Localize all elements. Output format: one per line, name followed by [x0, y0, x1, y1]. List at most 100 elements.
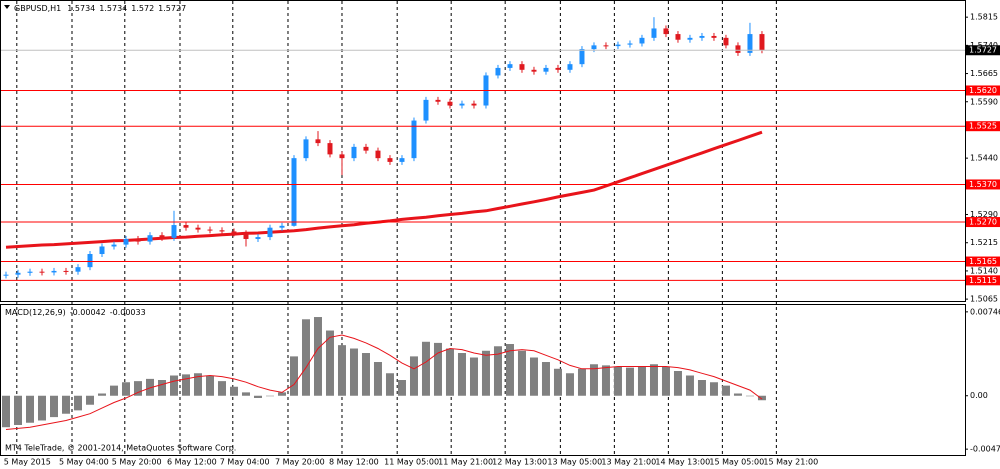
- candle-body: [219, 230, 225, 232]
- macd-bar: [565, 373, 574, 396]
- candle-body: [627, 43, 633, 45]
- macd-value: -0.00042: [70, 308, 106, 317]
- macd-bar: [1, 395, 10, 428]
- macd-bar: [709, 382, 718, 396]
- macd-frame: [0, 304, 966, 456]
- level-label: 1.5620: [969, 86, 997, 95]
- candle-body: [159, 235, 165, 238]
- candle-body: [267, 227, 273, 238]
- y-tick-label: 1.5815: [970, 13, 998, 22]
- y-tick-label: 1.5665: [970, 69, 998, 78]
- level-label-box: [966, 217, 1000, 228]
- y-tick-label: 1.5215: [970, 238, 998, 247]
- candle-body: [519, 64, 525, 70]
- macd-bar: [49, 395, 58, 418]
- macd-bar: [457, 353, 466, 396]
- candle-body: [339, 154, 345, 159]
- y-tick-label: 1.5065: [970, 295, 998, 304]
- macd-bar: [253, 395, 262, 398]
- x-tick-label: 5 May 2015: [4, 458, 51, 467]
- candle-body: [555, 67, 561, 70]
- candle-body: [75, 267, 81, 272]
- x-tick-label: 12 May 13:00: [492, 458, 547, 467]
- macd-bar: [97, 393, 106, 396]
- y-tick-label: -0.00475: [970, 445, 1000, 454]
- macd-bar: [205, 375, 214, 396]
- macd-bar: [181, 374, 190, 396]
- macd-bar: [349, 348, 358, 396]
- macd-bar: [169, 375, 178, 396]
- candle-body: [759, 34, 765, 51]
- macd-bar: [553, 368, 562, 396]
- candle-body: [363, 146, 369, 151]
- x-tick-label: 11 May 21:00: [438, 458, 493, 467]
- current-price-label: 1.5727: [969, 46, 997, 55]
- macd-bar: [313, 317, 322, 396]
- quote-high: 1.5734: [99, 4, 127, 13]
- candle-body: [27, 271, 33, 273]
- candle-body: [411, 120, 417, 159]
- candle-body: [183, 225, 189, 228]
- candle-body: [471, 103, 477, 106]
- macd-name: MACD(12,26,9): [5, 308, 66, 317]
- candle-body: [327, 143, 333, 155]
- macd-bar: [505, 344, 514, 396]
- x-tick-label: 14 May 13:00: [655, 458, 710, 467]
- macd-bar: [649, 364, 658, 396]
- candle-body: [171, 225, 177, 238]
- menu-arrow: [4, 5, 10, 9]
- candle-body: [87, 254, 93, 268]
- candle-body: [687, 37, 693, 40]
- level-label: 1.5370: [969, 180, 997, 189]
- macd-bar: [481, 350, 490, 396]
- candle-body: [459, 103, 465, 106]
- y-tick-label: 1.5140: [970, 266, 998, 275]
- macd-bar: [25, 395, 34, 423]
- level-label-box: [966, 256, 1000, 267]
- candle-body: [639, 37, 645, 44]
- level-label-box: [966, 85, 1000, 96]
- macd-bar: [73, 395, 82, 411]
- candle-body: [531, 69, 537, 72]
- macd-bar: [697, 380, 706, 396]
- macd-bar: [421, 341, 430, 396]
- macd-bar: [673, 371, 682, 396]
- level-label-box: [966, 179, 1000, 190]
- candle-body: [399, 158, 405, 162]
- macd-bar: [193, 373, 202, 396]
- macd-bar: [493, 346, 502, 396]
- x-tick-label: 8 May 12:00: [329, 458, 379, 467]
- macd-bar: [289, 356, 298, 396]
- y-tick-label: 1.5290: [970, 210, 998, 219]
- macd-bar: [397, 380, 406, 396]
- level-label: 1.5165: [969, 257, 997, 266]
- candle-body: [195, 227, 201, 230]
- candle-body: [447, 101, 453, 106]
- candle-body: [147, 235, 153, 242]
- macd-bar: [409, 356, 418, 396]
- candle-body: [699, 35, 705, 38]
- macd-bar: [301, 319, 310, 396]
- candle-body: [507, 64, 513, 68]
- x-tick-label: 15 May 05:00: [709, 458, 764, 467]
- moving-average: [5, 130, 763, 249]
- macd-bar: [61, 395, 70, 414]
- macd-bar: [157, 380, 166, 396]
- macd-bar: [241, 392, 250, 396]
- candle-body: [375, 150, 381, 159]
- macd-bar: [337, 345, 346, 396]
- macd-header: MACD(12,26,9) -0.00042 -0.00033: [5, 308, 146, 317]
- macd-bar: [613, 366, 622, 396]
- candle-body: [51, 270, 57, 273]
- level-label-box: [966, 275, 1000, 286]
- macd-bar: [685, 375, 694, 396]
- candle-body: [735, 45, 741, 53]
- x-tick-label: 13 May 05:00: [547, 458, 602, 467]
- macd-bar: [325, 330, 334, 396]
- level-label: 1.5115: [969, 276, 997, 285]
- candle-body: [255, 237, 261, 239]
- x-tick-label: 6 May 12:00: [167, 458, 217, 467]
- candle-body: [63, 270, 69, 272]
- macd-bar: [625, 367, 634, 396]
- x-tick-label: 5 May 04:00: [59, 458, 109, 467]
